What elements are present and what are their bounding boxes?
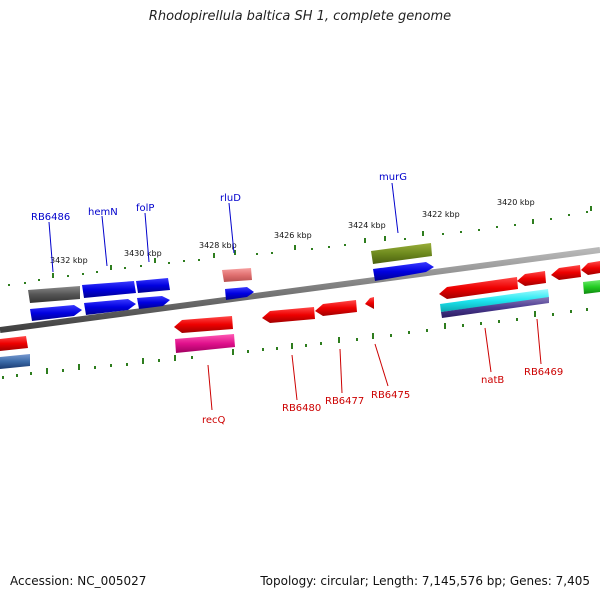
outer-tick-rail (8, 211, 588, 286)
gene-feature[interactable] (365, 297, 374, 309)
gene-label-hemN: hemN (88, 207, 118, 218)
gene-label-folP: folP (136, 203, 154, 214)
gene-feature[interactable] (581, 261, 600, 275)
scale-tick-label: 3420 kbp (497, 198, 535, 207)
gene-feature[interactable] (315, 300, 357, 316)
accession-text: Accession: NC_005027 (10, 574, 147, 588)
reverse-features-inner (0, 280, 600, 369)
genome-backbone (0, 247, 600, 333)
gene-label-rluD: rluD (220, 193, 241, 204)
gene-feature[interactable] (82, 281, 136, 298)
gene-label-RB6486: RB6486 (31, 212, 70, 223)
gene-feature[interactable] (0, 354, 30, 369)
gene-feature[interactable] (225, 287, 254, 300)
gene-label-murG: murG (379, 172, 407, 183)
forward-leader-lines (48, 182, 399, 273)
gene-feature[interactable] (136, 278, 170, 293)
gene-feature[interactable] (373, 262, 434, 281)
gene-label-recQ: recQ (202, 415, 226, 426)
gene-feature[interactable] (262, 307, 315, 323)
scale-tick-label: 3424 kbp (348, 221, 386, 230)
gene-feature[interactable] (517, 271, 546, 286)
reverse-leader-lines (207, 318, 542, 411)
reverse-features-cds (0, 261, 600, 351)
gene-label-RB6477: RB6477 (325, 396, 364, 407)
gene-feature[interactable] (371, 243, 432, 264)
gene-feature[interactable] (174, 316, 233, 333)
scale-tick-label: 3426 kbp (274, 231, 312, 240)
gene-feature[interactable] (439, 277, 518, 299)
gene-feature[interactable] (175, 334, 235, 353)
scale-tick-label: 3430 kbp (124, 249, 162, 258)
gene-feature[interactable] (583, 280, 600, 294)
gene-feature[interactable] (84, 299, 136, 315)
gene-feature[interactable] (0, 336, 28, 351)
gene-feature[interactable] (137, 296, 170, 309)
inner-major-ticks (46, 311, 536, 374)
scale-tick-label: 3432 kbp (50, 256, 88, 265)
gene-feature[interactable] (551, 265, 581, 280)
scale-tick-label: 3422 kbp (422, 210, 460, 219)
inner-tick-rail (2, 308, 588, 379)
gene-label-RB6480: RB6480 (282, 403, 321, 414)
gene-feature[interactable] (440, 289, 549, 312)
genome-summary-text: Topology: circular; Length: 7,145,576 bp… (260, 574, 590, 588)
scale-tick-label: 3428 kbp (199, 241, 237, 250)
forward-features-outer (28, 243, 432, 303)
gene-label-natB: natB (481, 375, 504, 386)
gene-feature[interactable] (222, 268, 252, 282)
outer-major-ticks (52, 206, 592, 278)
gene-feature[interactable] (30, 305, 82, 321)
map-title: Rhodopirellula baltica SH 1, complete ge… (148, 9, 452, 24)
gene-feature[interactable] (441, 297, 549, 318)
gene-label-RB6469: RB6469 (524, 367, 563, 378)
forward-features-cds (30, 262, 434, 321)
gene-feature[interactable] (28, 286, 80, 303)
gene-label-RB6475: RB6475 (371, 390, 410, 401)
